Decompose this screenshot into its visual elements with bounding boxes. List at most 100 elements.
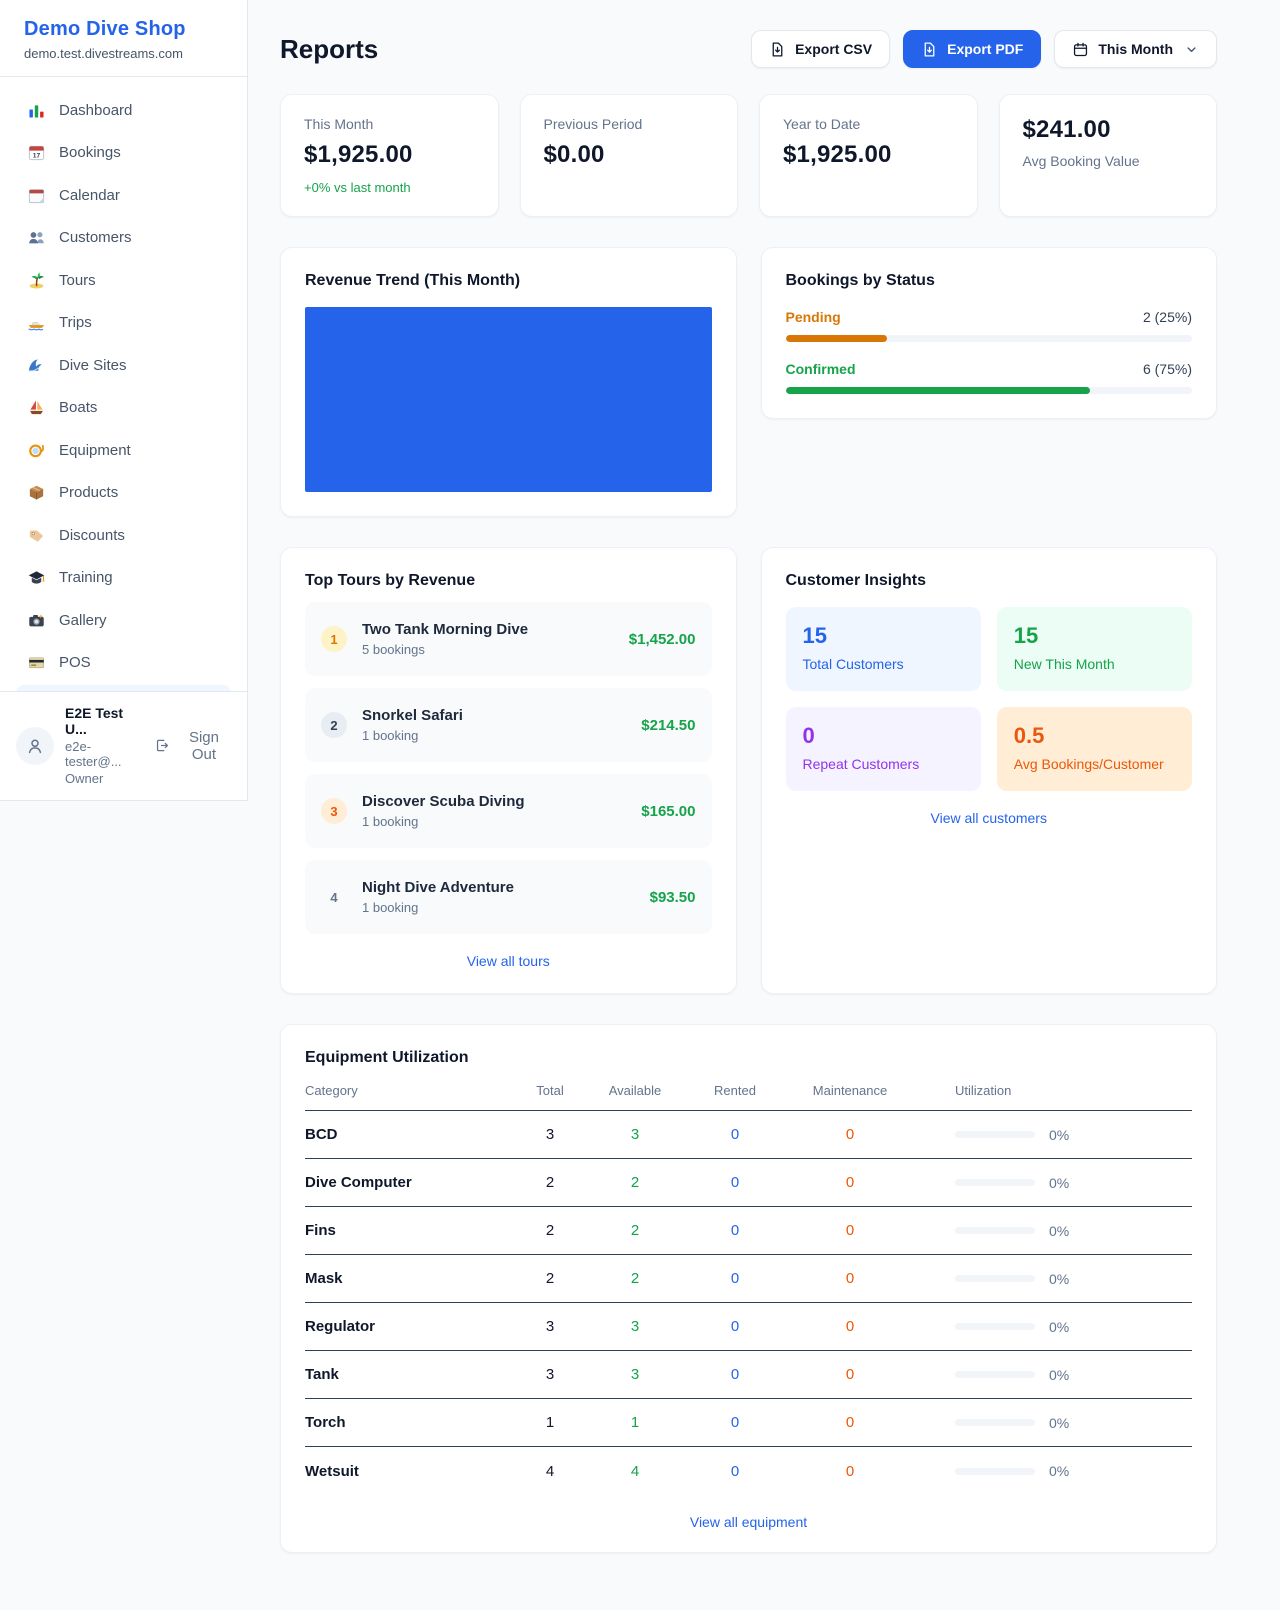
sidebar-item-tours[interactable]: Tours [16, 259, 231, 302]
tile-label: New This Month [1013, 656, 1115, 672]
dashboard-icon [26, 100, 46, 120]
sidebar-item-boats[interactable]: Boats [16, 387, 231, 430]
sidebar-item-label: POS [59, 654, 91, 672]
sign-out-button[interactable]: Sign Out [154, 729, 231, 763]
training-grad-cap-icon [26, 568, 46, 588]
sidebar-item-bookings[interactable]: 17 Bookings [16, 132, 231, 175]
tile-avg-bookings: 0.5 Avg Bookings/Customer [996, 707, 1192, 791]
sidebar-item-pos[interactable]: POS [16, 642, 231, 685]
tour-row: 3 Discover Scuba Diving 1 booking $165.0… [305, 774, 712, 848]
equipment-utilization-card: Equipment Utilization Category Total Ava… [280, 1024, 1217, 1553]
user-role: Owner [65, 771, 104, 786]
calendar-outline-icon [1074, 42, 1088, 56]
sidebar-item-label: Calendar [59, 186, 120, 204]
sidebar-item-label: Customers [59, 229, 132, 247]
period-dropdown[interactable]: This Month [1054, 30, 1217, 68]
rank-badge: 4 [330, 889, 338, 905]
sidebar-item-trips[interactable]: Trips [16, 302, 231, 345]
user-meta: E2E Test U... e2e-tester@... Owner [65, 705, 143, 786]
stat-value: $241.00 [1022, 116, 1111, 143]
tour-name: Snorkel Safari [362, 707, 463, 724]
bookings-calendar-icon: 17 [26, 143, 46, 163]
header-actions: Export CSV Export PDF This Month [751, 30, 1217, 68]
tile-label: Repeat Customers [802, 756, 920, 772]
products-box-icon [26, 483, 46, 503]
sidebar-item-label: Products [59, 484, 119, 502]
rank-badge: 3 [321, 798, 347, 824]
customer-insights-card: Customer Insights 15 Total Customers 15 … [760, 547, 1217, 994]
gallery-camera-icon [26, 610, 46, 630]
user-email: e2e-tester@... [65, 739, 122, 769]
shop-name: Demo Dive Shop [24, 18, 186, 40]
tour-row: 4 Night Dive Adventure 1 booking $93.50 [305, 860, 712, 934]
view-all-tours-link[interactable]: View all tours [466, 953, 550, 969]
table-header: Category Total Available Rented Maintena… [305, 1067, 1192, 1111]
view-all-customers-link[interactable]: View all customers [930, 810, 1047, 826]
table-row: Torch 1 1 0 0 0% [305, 1399, 1192, 1447]
export-csv-button[interactable]: Export CSV [751, 30, 891, 68]
sidebar-item-calendar[interactable]: Calendar [16, 174, 231, 217]
sidebar-item-gallery[interactable]: Gallery [16, 599, 231, 642]
sidebar-item-customers[interactable]: Customers [16, 217, 231, 260]
sidebar-header: Demo Dive Shop demo.test.divestreams.com [0, 0, 247, 77]
shop-domain: demo.test.divestreams.com [24, 46, 183, 61]
sidebar-item-label: Dive Sites [59, 356, 127, 374]
export-pdf-button[interactable]: Export PDF [903, 30, 1042, 68]
tile-value: 15 [1013, 623, 1039, 648]
customer-insights-title: Customer Insights [785, 572, 926, 589]
status-bar-fill [785, 335, 888, 342]
status-label: Confirmed [785, 361, 856, 377]
stat-delta: +0% vs last month [304, 180, 411, 195]
sign-out-icon [157, 739, 169, 752]
pos-credit-card-icon [26, 653, 46, 673]
utilization-bar [955, 1371, 1035, 1378]
tour-bookings: 1 booking [362, 900, 419, 915]
status-row-confirmed: Confirmed 6 (75%) [785, 361, 1192, 394]
col-total: Total [536, 1083, 564, 1098]
sidebar-item-training[interactable]: Training [16, 557, 231, 600]
main-content: Reports Export CSV Export PDF This Month [248, 0, 1217, 1593]
trips-speedboat-icon [26, 313, 46, 333]
sidebar-item-dashboard[interactable]: Dashboard [16, 89, 231, 132]
stat-cards: This Month $1,925.00 +0% vs last month P… [280, 94, 1217, 217]
view-all-equipment-link[interactable]: View all equipment [689, 1514, 808, 1530]
table-row: Fins 2 2 0 0 0% [305, 1207, 1192, 1255]
equipment-utilization-title: Equipment Utilization [305, 1049, 469, 1066]
status-bar-track [785, 387, 1192, 394]
sidebar-item-discounts[interactable]: Discounts [16, 514, 231, 557]
file-download-icon [772, 41, 783, 57]
tile-value: 0.5 [1013, 723, 1045, 748]
tour-revenue: $93.50 [649, 888, 696, 906]
tour-revenue: $1,452.00 [628, 630, 696, 648]
sidebar-item-dive-sites[interactable]: Dive Sites [16, 344, 231, 387]
table-row: Mask 2 2 0 0 0% [305, 1255, 1192, 1303]
table-row: Regulator 3 3 0 0 0% [305, 1303, 1192, 1351]
col-category: Category [305, 1083, 358, 1098]
sidebar-item-label: Discounts [59, 526, 125, 544]
stat-label: This Month [304, 116, 374, 132]
tour-revenue: $214.50 [641, 716, 696, 734]
page-title: Reports [280, 33, 379, 64]
sidebar-item-equipment[interactable]: Equipment [16, 429, 231, 472]
tour-bookings: 1 booking [362, 728, 419, 743]
period-label: This Month [1098, 41, 1173, 57]
stat-avg-booking-value: $241.00 Avg Booking Value [998, 94, 1217, 217]
revenue-trend-chart [305, 307, 712, 492]
stat-previous-period: Previous Period $0.00 [519, 94, 738, 217]
status-value: 6 (75%) [1142, 361, 1192, 377]
table-row: Wetsuit 4 4 0 0 0% [305, 1462, 1070, 1480]
tour-name: Two Tank Morning Dive [362, 621, 529, 638]
discounts-tag-icon [26, 525, 46, 545]
sidebar-item-products[interactable]: Products [16, 472, 231, 515]
boats-sailboat-icon [26, 398, 46, 418]
utilization-bar [955, 1419, 1035, 1426]
stat-label: Avg Booking Value [1022, 153, 1140, 169]
equipment-dive-mask-icon [26, 440, 46, 460]
tour-bookings: 5 bookings [362, 642, 425, 657]
calendar-icon [26, 185, 46, 205]
tile-repeat-customers: 0 Repeat Customers [785, 707, 981, 791]
utilization-bar [955, 1275, 1035, 1282]
tile-label: Avg Bookings/Customer [1013, 756, 1164, 772]
sidebar-item-reports-partial[interactable] [16, 685, 231, 691]
sidebar-item-label: Dashboard [59, 101, 133, 119]
